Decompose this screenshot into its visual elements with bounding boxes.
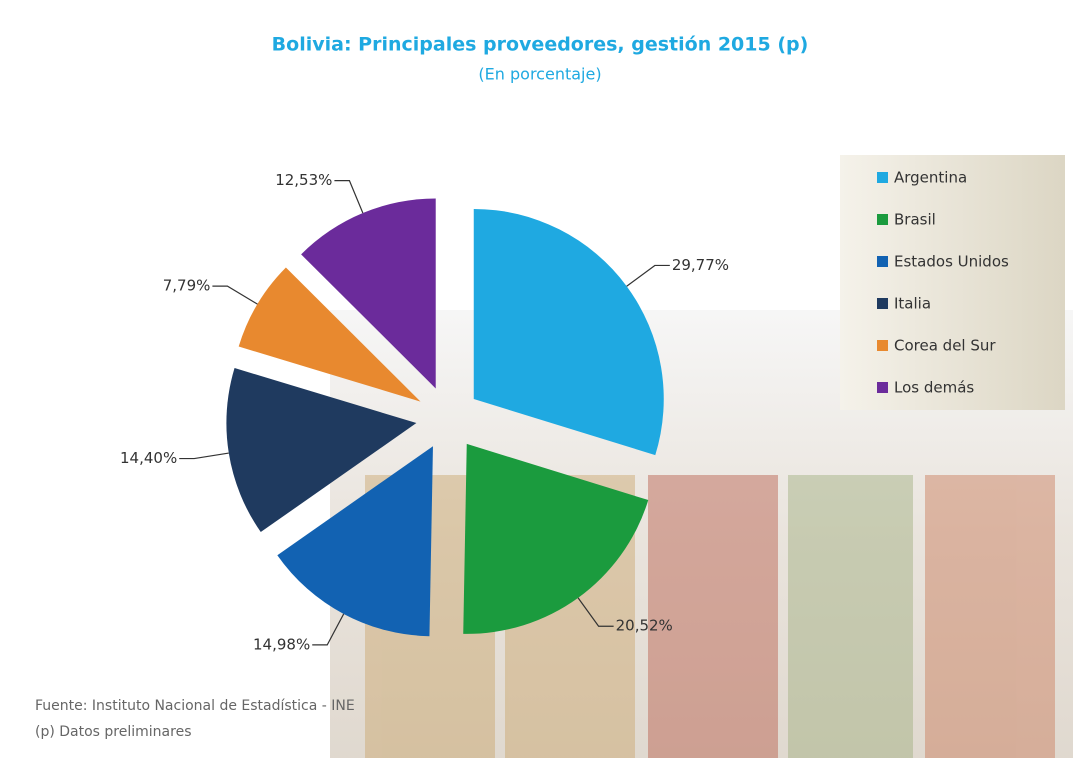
legend-label: Estados Unidos — [894, 253, 1009, 271]
source: Fuente: Instituto Nacional de Estadístic… — [35, 698, 355, 714]
pie-slice — [463, 443, 649, 634]
legend-swatch — [877, 340, 888, 351]
leader-line — [577, 597, 614, 627]
legend-box — [840, 155, 1065, 410]
legend-label: Los demás — [894, 379, 974, 397]
legend-swatch — [877, 298, 888, 309]
pie-slice — [473, 209, 664, 456]
data-label: 7,79% — [163, 277, 211, 295]
legend-label: Argentina — [894, 169, 967, 187]
chart-title: Bolivia: Principales proveedores, gestió… — [272, 34, 809, 56]
legend-swatch — [877, 382, 888, 393]
data-label: 29,77% — [672, 256, 729, 274]
leader-line — [312, 613, 345, 646]
leader-line — [626, 264, 670, 287]
data-label: 14,98% — [253, 635, 310, 653]
data-label: 12,53% — [275, 171, 332, 189]
legend-swatch — [877, 172, 888, 183]
data-label: 20,52% — [616, 617, 673, 635]
legend-label: Corea del Sur — [894, 337, 996, 355]
pie-slice — [226, 368, 417, 533]
pie-slice — [301, 198, 436, 389]
leader-line — [212, 285, 258, 305]
data-label: 14,40% — [120, 449, 177, 467]
legend-label: Brasil — [894, 211, 936, 229]
legend-swatch — [877, 256, 888, 267]
note: (p) Datos preliminares — [35, 724, 191, 740]
leader-line — [179, 452, 229, 460]
legend-label: Italia — [894, 295, 931, 313]
leader-line — [334, 180, 364, 214]
legend-swatch — [877, 214, 888, 225]
chart-subtitle: (En porcentaje) — [478, 65, 601, 84]
pie-slice — [277, 446, 433, 637]
pie-slice — [238, 267, 421, 402]
